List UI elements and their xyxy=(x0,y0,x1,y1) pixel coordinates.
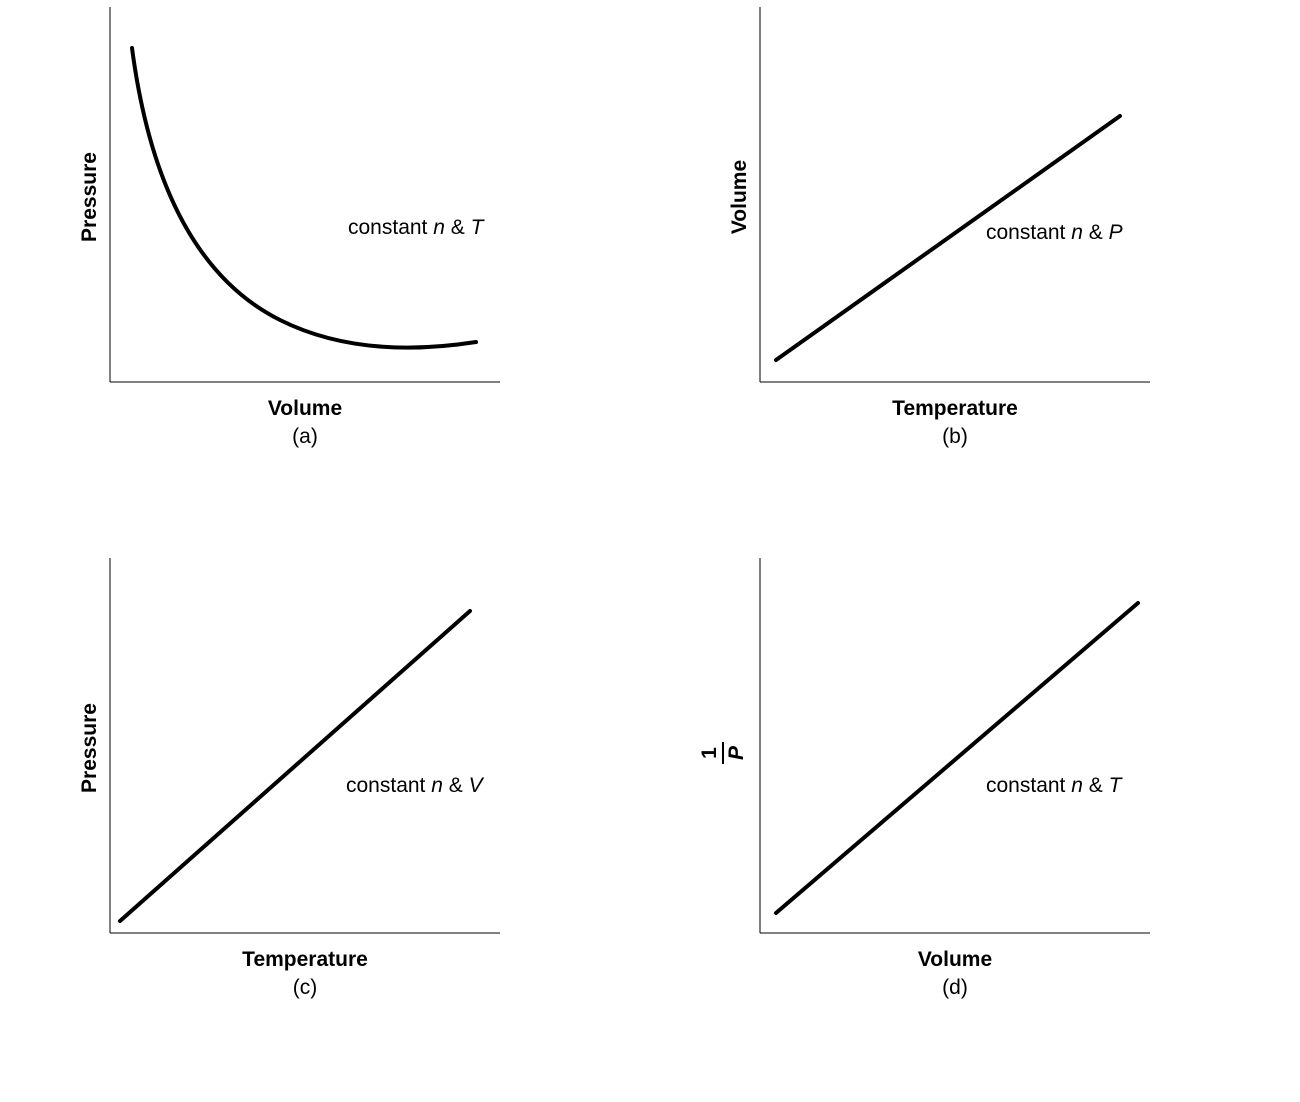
panel-a: Pressure Volume (a) constant n & T xyxy=(0,0,650,551)
annotation-var1: n xyxy=(1071,774,1083,797)
annotation-var2: V xyxy=(469,774,483,797)
annotation-b: constant n & P xyxy=(986,221,1123,245)
annotation-mid: & xyxy=(445,216,471,239)
panel-c: Pressure Temperature (c) constant n & V xyxy=(0,551,650,1102)
x-axis-label-d: Volume xyxy=(880,948,1030,972)
annotation-var1: n xyxy=(433,216,445,239)
sub-label-c: (c) xyxy=(280,976,330,1000)
panel-b: Volume Temperature (b) constant n & P xyxy=(650,0,1300,551)
x-axis-label-c: Temperature xyxy=(210,948,400,972)
annotation-mid: & xyxy=(1083,774,1109,797)
y-axis-label-b: Volume xyxy=(728,147,752,247)
annotation-prefix: constant xyxy=(986,774,1071,797)
annotation-var2: T xyxy=(471,216,484,239)
curve-c xyxy=(120,611,470,921)
fraction-denominator: P xyxy=(724,742,747,764)
annotation-var2: T xyxy=(1109,774,1122,797)
plot-a xyxy=(0,0,650,551)
y-axis-label-c: Pressure xyxy=(78,698,102,798)
plot-d xyxy=(650,551,1300,1102)
annotation-var1: n xyxy=(1071,221,1083,244)
sub-label-d: (d) xyxy=(930,976,980,1000)
annotation-prefix: constant xyxy=(346,774,431,797)
y-axis-label-d: 1 P xyxy=(699,742,747,764)
annotation-c: constant n & V xyxy=(346,774,483,798)
x-axis-label-a: Volume xyxy=(230,397,380,421)
plot-b xyxy=(650,0,1300,551)
annotation-a: constant n & T xyxy=(348,216,483,240)
annotation-var2: P xyxy=(1109,221,1123,244)
sub-label-b: (b) xyxy=(930,425,980,449)
annotation-d: constant n & T xyxy=(986,774,1121,798)
curve-d xyxy=(776,603,1138,913)
x-axis-label-b: Temperature xyxy=(860,397,1050,421)
fraction-numerator: 1 xyxy=(699,742,724,764)
panel-d: 1 P Volume (d) constant n & T xyxy=(650,551,1300,1102)
annotation-var1: n xyxy=(431,774,443,797)
y-axis-label-a: Pressure xyxy=(78,147,102,247)
annotation-prefix: constant xyxy=(348,216,433,239)
curve-a xyxy=(132,48,476,348)
plot-c xyxy=(0,551,650,1102)
annotation-mid: & xyxy=(1083,221,1109,244)
sub-label-a: (a) xyxy=(280,425,330,449)
annotation-prefix: constant xyxy=(986,221,1071,244)
chart-grid: Pressure Volume (a) constant n & T Volum… xyxy=(0,0,1300,1102)
annotation-mid: & xyxy=(443,774,469,797)
